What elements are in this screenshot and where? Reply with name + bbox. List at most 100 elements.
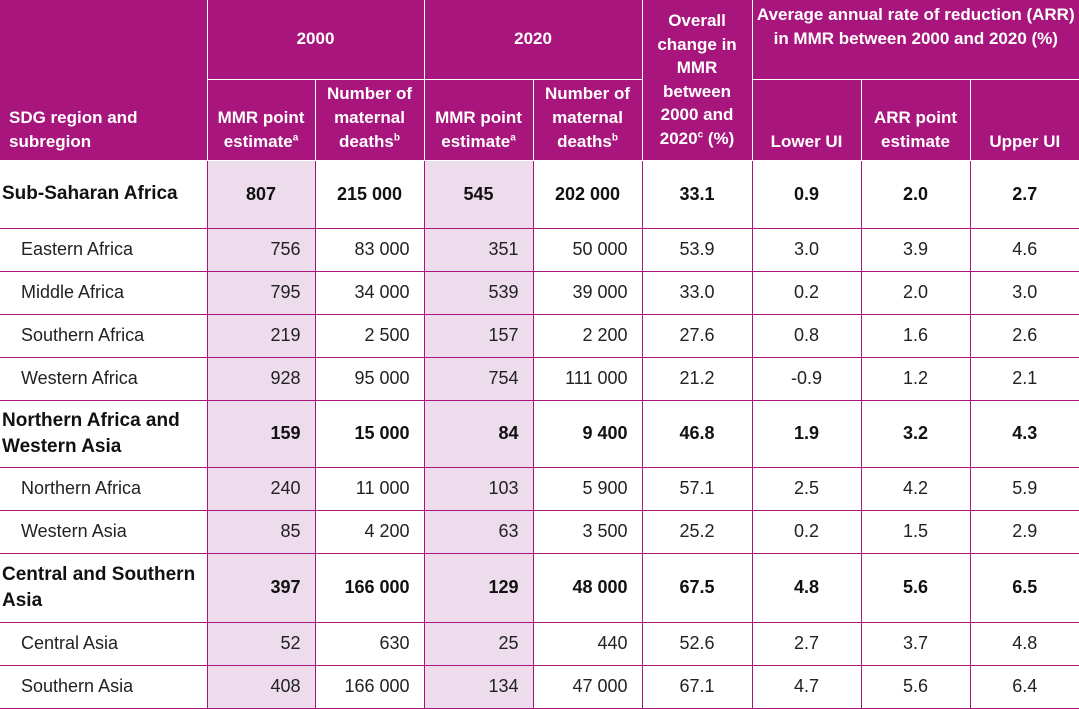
subregion-name: Eastern Africa — [0, 228, 208, 272]
deaths-2000-cell: 166 000 — [315, 665, 425, 709]
subregion-name: Western Asia — [0, 510, 208, 554]
subregion-name: Northern Africa — [0, 467, 208, 511]
overall-change-cell: 67.1 — [642, 665, 753, 709]
mmr-2020-footnote: a — [510, 131, 516, 143]
deaths-2020-cell: 440 — [533, 622, 643, 666]
table-row-subregion: Middle Africa 795 34 000 539 39 000 33.0… — [0, 271, 1079, 315]
lower-ui-cell: 0.9 — [752, 160, 862, 229]
upper-ui-cell: 4.8 — [970, 622, 1079, 666]
table-body: Sub-Saharan Africa 807 215 000 545 202 0… — [0, 160, 1079, 709]
overall-change-unit: (%) — [703, 128, 735, 148]
arr-point-cell: 3.7 — [861, 622, 971, 666]
deaths-2000-cell: 95 000 — [315, 357, 425, 401]
deaths-2000-cell: 34 000 — [315, 271, 425, 315]
subregion-name: Western Africa — [0, 357, 208, 401]
arr-point-cell: 3.9 — [861, 228, 971, 272]
upper-ui-cell: 5.9 — [970, 467, 1079, 511]
upper-ui-cell: 4.3 — [970, 400, 1079, 468]
mmr-2000-cell: 159 — [207, 400, 316, 468]
deaths-2020-cell: 48 000 — [533, 553, 643, 623]
overall-change-cell: 57.1 — [642, 467, 753, 511]
arr-point-cell: 4.2 — [861, 467, 971, 511]
mmr-2000-cell: 795 — [207, 271, 316, 315]
mmr-2000-footnote: a — [292, 131, 299, 143]
mmr-2000-header: MMR point estimatea — [207, 79, 316, 161]
mmr-2020-header: MMR point estimatea — [424, 79, 534, 161]
arr-point-cell: 1.2 — [861, 357, 971, 401]
region-column-header: SDG region and subregion — [0, 0, 208, 161]
deaths-2020-cell: 202 000 — [533, 160, 643, 229]
mmr-2020-cell: 351 — [424, 228, 534, 272]
mmr-2000-cell: 408 — [207, 665, 316, 709]
table-row-region: Sub-Saharan Africa 807 215 000 545 202 0… — [0, 160, 1079, 229]
year-2020-header: 2020 — [424, 0, 643, 80]
arr-point-header: ARR point estimate — [861, 79, 971, 161]
table-row-region: Northern Africa and Western Asia 159 15 … — [0, 400, 1079, 468]
mmr-2000-cell: 928 — [207, 357, 316, 401]
upper-ui-cell: 6.4 — [970, 665, 1079, 709]
overall-change-cell: 53.9 — [642, 228, 753, 272]
arr-point-cell: 2.0 — [861, 160, 971, 229]
upper-ui-cell: 6.5 — [970, 553, 1079, 623]
deaths-2020-cell: 2 200 — [533, 314, 643, 358]
overall-change-cell: 33.1 — [642, 160, 753, 229]
table-row-subregion: Southern Africa 219 2 500 157 2 200 27.6… — [0, 314, 1079, 358]
deaths-2000-cell: 166 000 — [315, 553, 425, 623]
table-row-subregion: Southern Asia 408 166 000 134 47 000 67.… — [0, 665, 1079, 709]
deaths-2000-cell: 4 200 — [315, 510, 425, 554]
overall-change-footnote: c — [697, 129, 704, 141]
mmr-2020-cell: 754 — [424, 357, 534, 401]
deaths-2020-cell: 111 000 — [533, 357, 643, 401]
mmr-2000-cell: 85 — [207, 510, 316, 554]
region-name: Central and Southern Asia — [0, 553, 208, 623]
deaths-2000-cell: 83 000 — [315, 228, 425, 272]
lower-ui-cell: 4.8 — [752, 553, 862, 623]
lower-ui-cell: -0.9 — [752, 357, 862, 401]
overall-change-cell: 27.6 — [642, 314, 753, 358]
deaths-2020-footnote: b — [611, 131, 618, 143]
table-row-subregion: Central Asia 52 630 25 440 52.6 2.7 3.7 … — [0, 622, 1079, 666]
table-row-subregion: Western Asia 85 4 200 63 3 500 25.2 0.2 … — [0, 510, 1079, 554]
mmr-2020-cell: 134 — [424, 665, 534, 709]
mmr-2000-cell: 219 — [207, 314, 316, 358]
mmr-2000-cell: 240 — [207, 467, 316, 511]
lower-ui-cell: 0.8 — [752, 314, 862, 358]
arr-group-header: Average annual rate of reduction (ARR) i… — [752, 0, 1079, 80]
overall-change-label: Overall change in MMR between 2000 and 2… — [657, 11, 737, 148]
table-row-subregion: Eastern Africa 756 83 000 351 50 000 53.… — [0, 228, 1079, 272]
region-name: Sub-Saharan Africa — [0, 160, 208, 229]
deaths-2020-label: Number of maternal deaths — [545, 83, 631, 151]
upper-ui-cell: 4.6 — [970, 228, 1079, 272]
lower-ui-cell: 2.7 — [752, 622, 862, 666]
deaths-2000-cell: 15 000 — [315, 400, 425, 468]
subregion-name: Central Asia — [0, 622, 208, 666]
mmr-2000-label: MMR point estimate — [217, 107, 305, 151]
deaths-2020-cell: 5 900 — [533, 467, 643, 511]
upper-ui-cell: 3.0 — [970, 271, 1079, 315]
upper-ui-cell: 2.1 — [970, 357, 1079, 401]
deaths-2020-header: Number of maternal deathsb — [533, 79, 643, 161]
mmr-2020-cell: 103 — [424, 467, 534, 511]
lower-ui-cell: 3.0 — [752, 228, 862, 272]
region-name: Northern Africa and Western Asia — [0, 400, 208, 468]
deaths-2020-cell: 47 000 — [533, 665, 643, 709]
lower-ui-header: Lower UI — [752, 79, 862, 161]
lower-ui-cell: 1.9 — [752, 400, 862, 468]
mmr-2020-cell: 129 — [424, 553, 534, 623]
subregion-name: Middle Africa — [0, 271, 208, 315]
lower-ui-cell: 4.7 — [752, 665, 862, 709]
arr-point-cell: 5.6 — [861, 665, 971, 709]
overall-change-cell: 67.5 — [642, 553, 753, 623]
mmr-2020-cell: 545 — [424, 160, 534, 229]
upper-ui-cell: 2.7 — [970, 160, 1079, 229]
lower-ui-cell: 0.2 — [752, 510, 862, 554]
overall-change-cell: 46.8 — [642, 400, 753, 468]
deaths-2000-cell: 2 500 — [315, 314, 425, 358]
deaths-2000-cell: 11 000 — [315, 467, 425, 511]
subregion-name: Southern Asia — [0, 665, 208, 709]
lower-ui-cell: 0.2 — [752, 271, 862, 315]
deaths-2020-cell: 9 400 — [533, 400, 643, 468]
upper-ui-header: Upper UI — [970, 79, 1079, 161]
arr-point-cell: 1.6 — [861, 314, 971, 358]
